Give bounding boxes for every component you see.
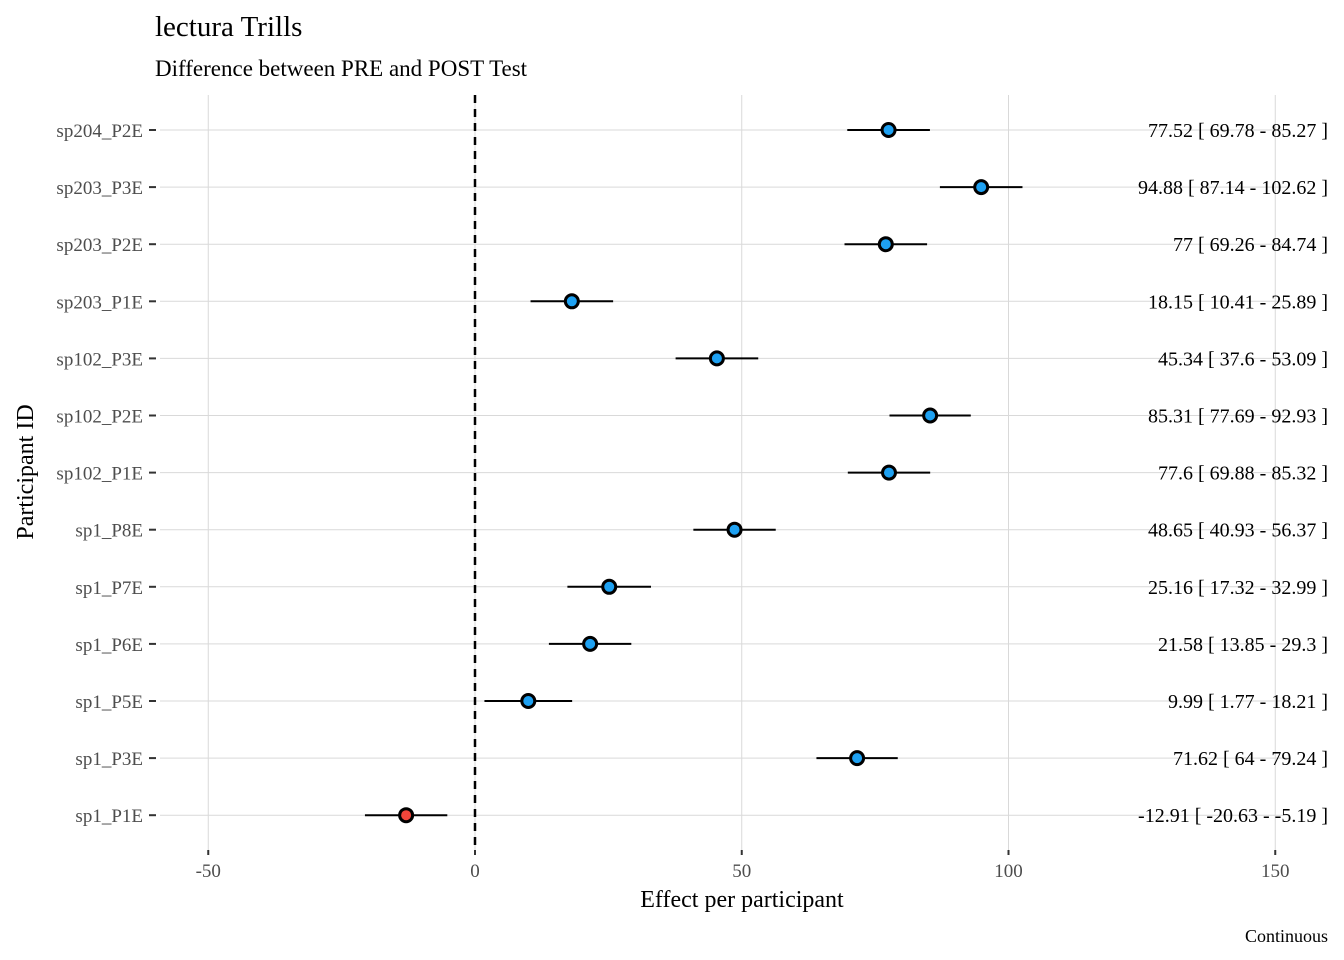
ci-value-label: 77 [ 69.26 - 84.74 ]	[1173, 234, 1328, 256]
y-tick-label: sp1_P8E	[75, 521, 143, 542]
x-tick-label: 100	[994, 861, 1023, 882]
y-tick-label: sp203_P2E	[56, 235, 143, 256]
y-tick-label: sp204_P2E	[56, 121, 143, 142]
estimate-point	[880, 464, 897, 481]
ci-value-label: 77.6 [ 69.88 - 85.32 ]	[1158, 463, 1328, 485]
x-tick-label: 150	[1261, 861, 1290, 882]
y-tick-label: sp102_P2E	[56, 407, 143, 428]
estimate-point	[726, 521, 743, 538]
ci-value-label: 77.52 [ 69.78 - 85.27 ]	[1148, 120, 1328, 142]
estimate-point	[563, 293, 580, 310]
ci-labels: 77.52 [ 69.78 - 85.27 ] 94.88 [ 87.14 - 1…	[1138, 120, 1328, 827]
y-tick-label: sp1_P1E	[75, 806, 143, 827]
ci-value-label: 94.88 [ 87.14 - 102.62 ]	[1138, 177, 1328, 199]
ci-value-label: 48.65 [ 40.93 - 56.37 ]	[1148, 520, 1328, 542]
x-axis-ticks: -50 0 50 100 150	[196, 850, 1290, 882]
y-tick-label: sp203_P1E	[56, 292, 143, 313]
x-tick-label: 0	[470, 861, 480, 882]
estimate-point	[877, 236, 894, 253]
x-tick-label: -50	[196, 861, 221, 882]
estimate-point	[398, 807, 415, 824]
y-tick-label: sp1_P5E	[75, 692, 143, 713]
ci-value-label: 85.31 [ 77.69 - 92.93 ]	[1148, 406, 1328, 428]
ci-value-label: -12.91 [ -20.63 - -5.19 ]	[1138, 805, 1328, 827]
estimate-point	[973, 179, 990, 196]
ci-value-label: 9.99 [ 1.77 - 18.21 ]	[1168, 691, 1328, 713]
ci-value-label: 71.62 [ 64 - 79.24 ]	[1173, 748, 1328, 770]
ci-value-label: 18.15 [ 10.41 - 25.89 ]	[1148, 291, 1328, 313]
y-tick-label: sp1_P6E	[75, 635, 143, 656]
ci-value-label: 21.58 [ 13.85 - 29.3 ]	[1158, 634, 1328, 656]
estimate-point	[849, 750, 866, 767]
y-tick-label: sp1_P3E	[75, 749, 143, 770]
estimate-point	[601, 578, 618, 595]
estimate-point	[708, 350, 725, 367]
y-tick-label: sp102_P3E	[56, 349, 143, 370]
caption: Continuous	[1245, 926, 1328, 946]
x-axis-title: Effect per participant	[640, 887, 844, 913]
data-marks	[364, 122, 1023, 824]
y-tick-label: sp203_P3E	[56, 178, 143, 199]
grid	[160, 95, 1288, 850]
y-tick-label: sp1_P7E	[75, 578, 143, 599]
y-tick-label: sp102_P1E	[56, 464, 143, 485]
x-tick-label: 50	[732, 861, 751, 882]
estimate-point	[922, 407, 939, 424]
y-axis-ticks: sp204_P2E sp203_P3E sp203_P2E sp203_P1E sp10…	[56, 121, 156, 827]
ci-value-label: 45.34 [ 37.6 - 53.09 ]	[1158, 348, 1328, 370]
estimate-point	[520, 693, 537, 709]
chart-subtitle: Difference between PRE and POST Test	[155, 56, 528, 81]
y-axis-title: Participant ID	[13, 404, 39, 539]
ci-value-label: 25.16 [ 17.32 - 32.99 ]	[1148, 577, 1328, 599]
estimate-point	[880, 122, 897, 138]
chart-title: lectura Trills	[155, 11, 302, 43]
estimate-point	[582, 635, 599, 652]
